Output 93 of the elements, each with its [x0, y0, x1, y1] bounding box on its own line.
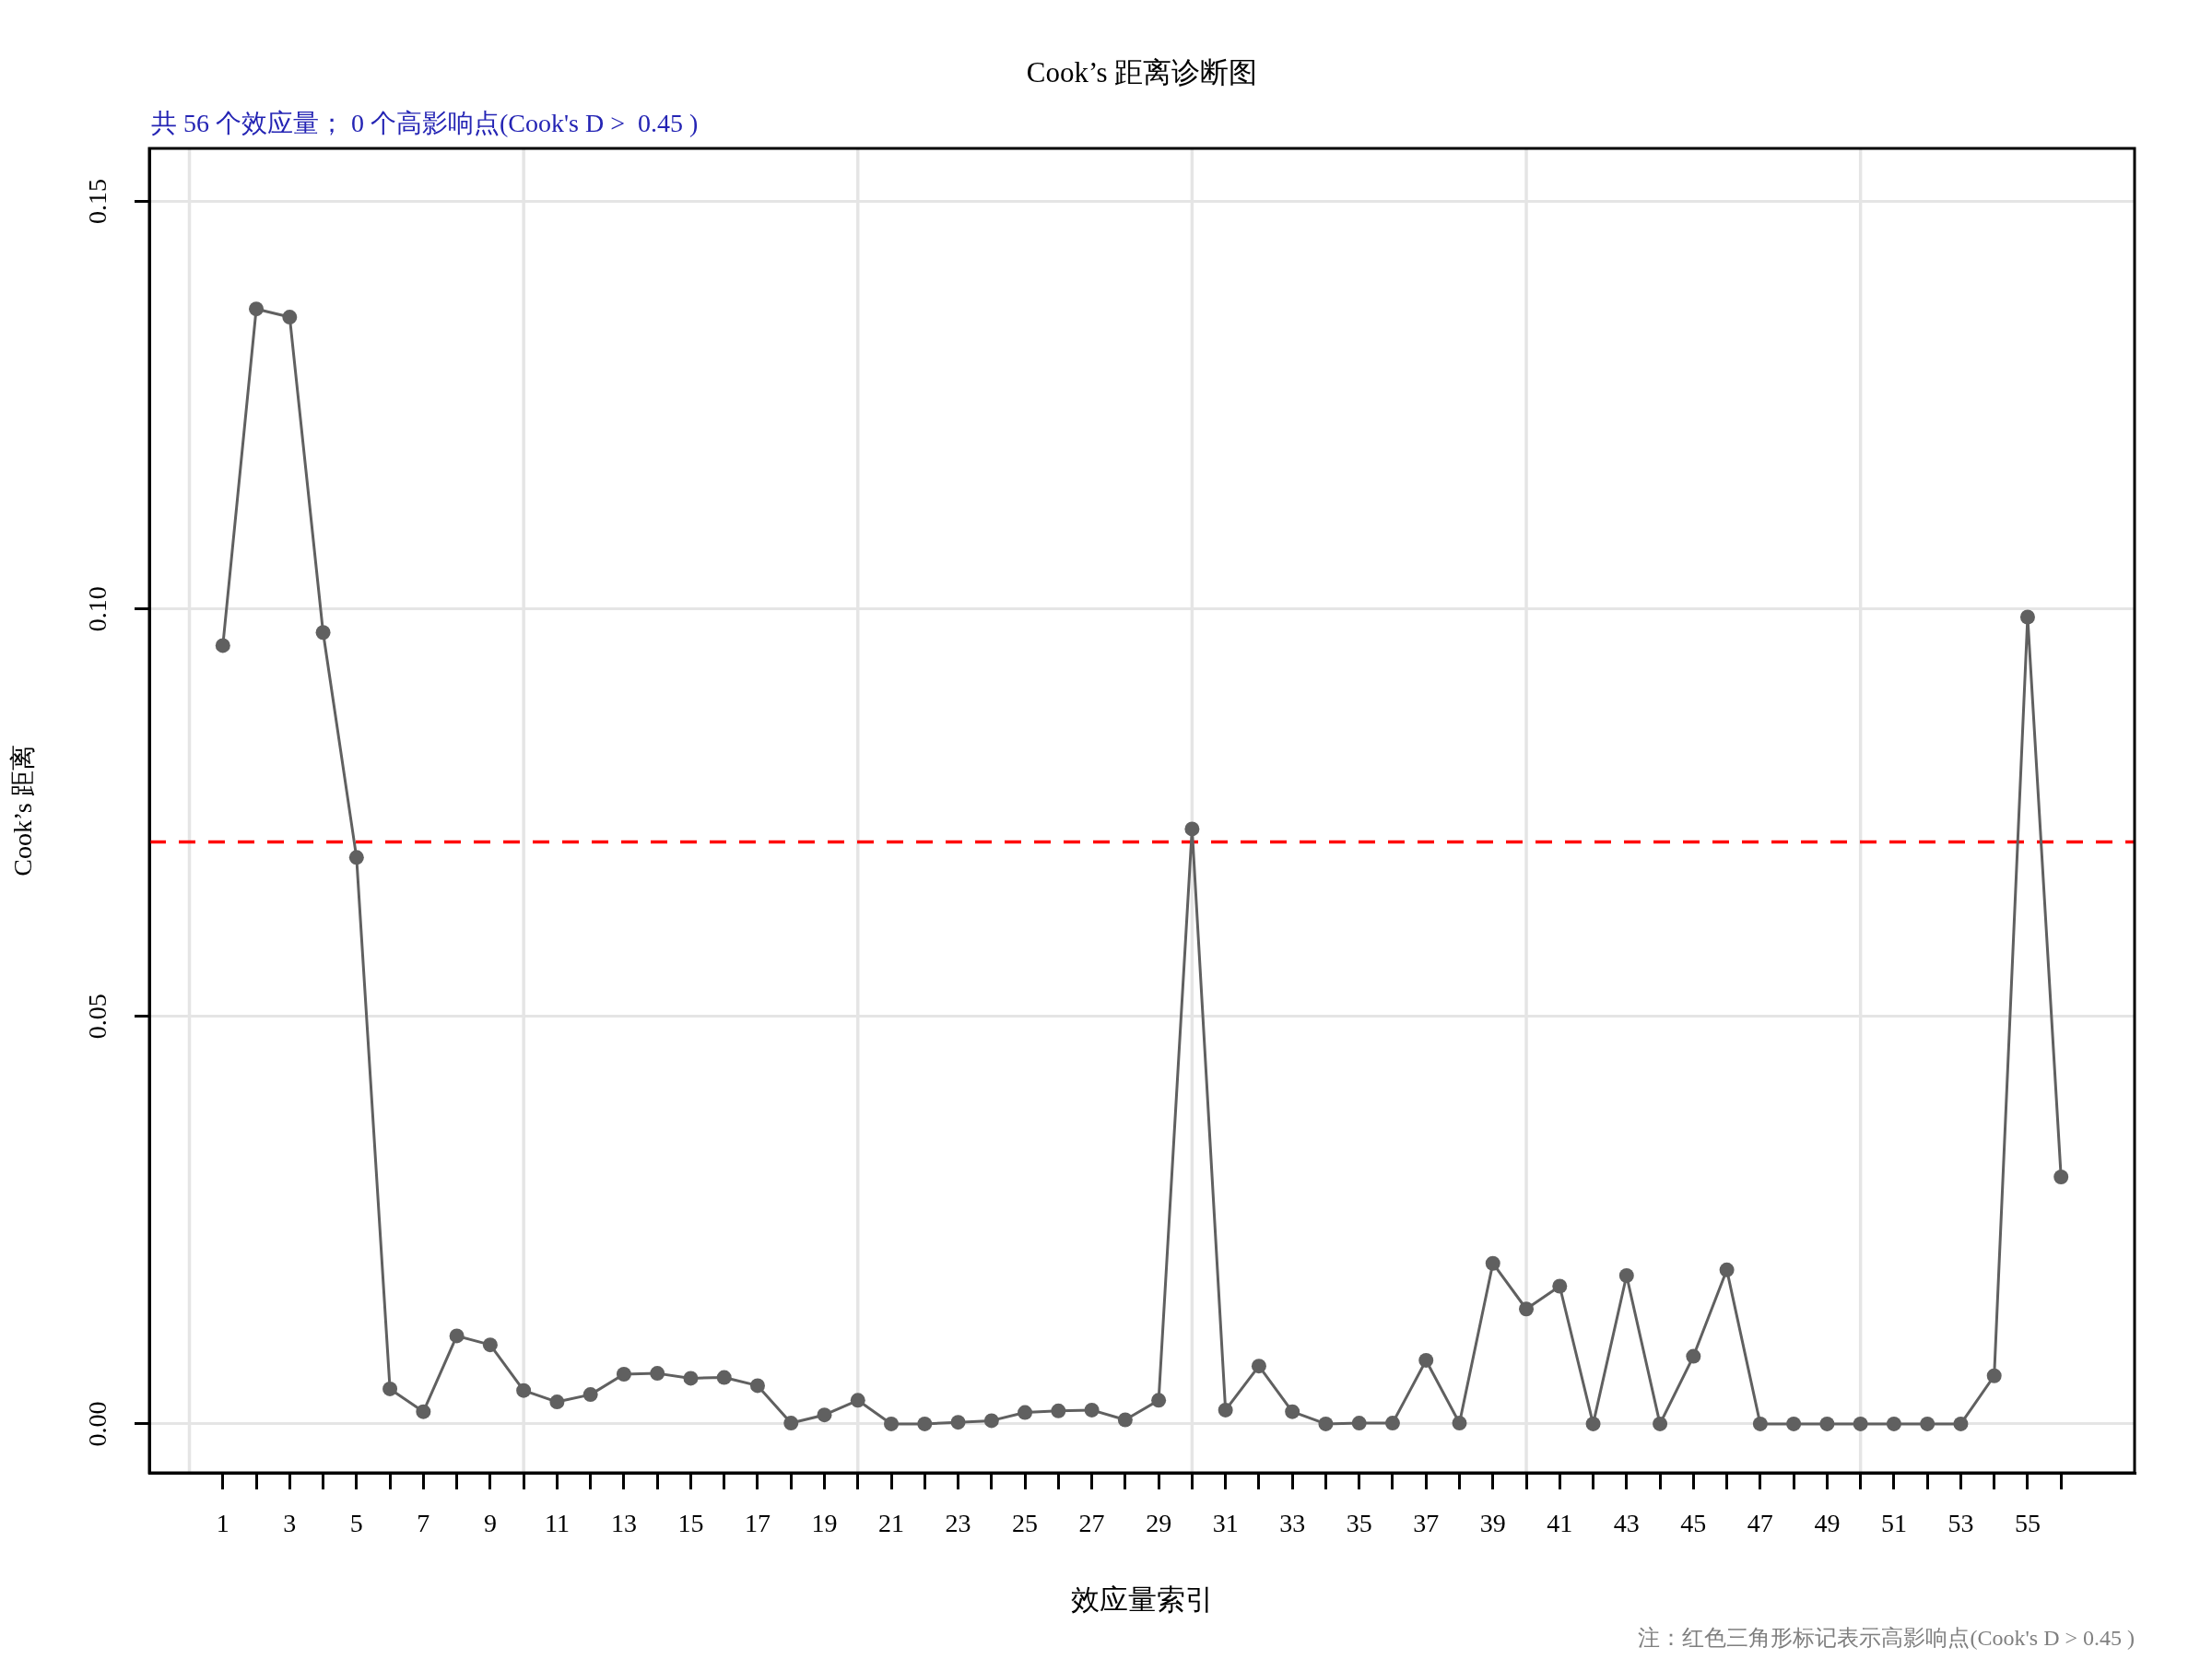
point — [884, 1416, 900, 1431]
x-tick-label: 1 — [216, 1509, 229, 1538]
x-tick-label: 33 — [1279, 1509, 1306, 1538]
point — [1251, 1359, 1266, 1374]
x-tick-label: 47 — [1747, 1509, 1773, 1538]
x-tick-label: 37 — [1413, 1509, 1440, 1538]
point — [1418, 1352, 1434, 1368]
point — [783, 1416, 799, 1431]
point — [2053, 1170, 2069, 1184]
point — [1853, 1416, 1868, 1431]
x-tick-label: 5 — [349, 1509, 363, 1538]
point — [1218, 1402, 1233, 1418]
point — [616, 1367, 631, 1382]
point — [716, 1370, 732, 1385]
y-tick-label: 0.00 — [82, 1401, 112, 1447]
point — [549, 1394, 565, 1410]
point — [2019, 609, 2035, 625]
point — [282, 310, 298, 325]
x-tick-label: 17 — [744, 1509, 771, 1538]
x-tick-label: 31 — [1212, 1509, 1239, 1538]
point — [1117, 1412, 1133, 1428]
point — [1585, 1416, 1601, 1431]
x-tick-label: 11 — [544, 1509, 570, 1538]
point — [650, 1366, 665, 1382]
x-tick-label: 51 — [1880, 1509, 1907, 1538]
point — [1084, 1402, 1100, 1418]
point — [1653, 1416, 1668, 1431]
point — [1886, 1416, 1901, 1431]
point — [1018, 1405, 1033, 1420]
x-tick-label: 21 — [878, 1509, 905, 1538]
point — [1184, 821, 1200, 837]
point — [1519, 1301, 1535, 1317]
x-tick-label: 49 — [1814, 1509, 1841, 1538]
x-tick-label: 39 — [1479, 1509, 1506, 1538]
x-tick-label: 9 — [483, 1509, 497, 1538]
point — [850, 1393, 865, 1408]
point — [1618, 1268, 1634, 1283]
point — [1752, 1416, 1768, 1431]
point — [416, 1404, 431, 1419]
point — [983, 1413, 999, 1429]
point — [1719, 1262, 1735, 1277]
y-tick-label: 0.05 — [82, 994, 112, 1040]
x-tick-label: 29 — [1146, 1509, 1172, 1538]
text: 注：红色三角形标记表示高影响点(Cook's D > 0.45 ) — [1638, 1626, 2135, 1651]
point — [215, 638, 230, 653]
x-tick-label: 19 — [811, 1509, 838, 1538]
x-tick-label: 41 — [1547, 1509, 1573, 1538]
x-tick-label: 15 — [677, 1509, 704, 1538]
point — [950, 1415, 966, 1430]
point — [1786, 1416, 1802, 1431]
x-tick-label: 7 — [417, 1509, 430, 1538]
x-tick-label: 45 — [1680, 1509, 1707, 1538]
y-axis-title: Cook’s 距离 — [8, 745, 38, 877]
x-tick-label: 3 — [283, 1509, 297, 1538]
point — [1686, 1348, 1701, 1364]
point — [382, 1381, 398, 1396]
y-tick-label: 0.10 — [82, 586, 112, 632]
x-tick-label: 55 — [2014, 1509, 2041, 1538]
point — [348, 850, 364, 865]
x-tick-label: 13 — [610, 1509, 637, 1538]
x-tick-label: 23 — [945, 1509, 971, 1538]
point — [1384, 1416, 1400, 1431]
point — [1351, 1416, 1367, 1431]
point — [817, 1407, 832, 1423]
point — [917, 1416, 933, 1431]
x-tick-label: 27 — [1078, 1509, 1105, 1538]
point — [1552, 1278, 1568, 1294]
point — [516, 1382, 532, 1398]
x-tick-label: 25 — [1012, 1509, 1039, 1538]
point — [1986, 1368, 2002, 1383]
x-tick-label: 35 — [1346, 1509, 1372, 1538]
x-tick-label: 43 — [1613, 1509, 1640, 1538]
point — [1485, 1255, 1500, 1271]
point — [683, 1371, 699, 1386]
point — [1051, 1403, 1066, 1418]
point — [1920, 1416, 1936, 1431]
point — [1285, 1404, 1300, 1419]
point — [249, 301, 265, 317]
chart-title: Cook’s 距离诊断图 — [1026, 56, 1258, 89]
point — [315, 625, 331, 641]
point — [582, 1387, 598, 1403]
point — [482, 1337, 498, 1353]
point — [1318, 1416, 1334, 1431]
point — [749, 1378, 765, 1394]
point — [1953, 1416, 1969, 1431]
point — [1452, 1416, 1467, 1431]
point — [449, 1328, 465, 1344]
x-axis-title: 效应量索引 — [1070, 1583, 1214, 1616]
point — [1151, 1393, 1167, 1408]
point — [1819, 1416, 1835, 1431]
x-tick-label: 53 — [1947, 1509, 1974, 1538]
y-tick-label: 0.15 — [82, 178, 112, 224]
chart-subtitle: 共 56 个效应量； 0 个高影响点(Cook's D > 0.45 ) — [151, 109, 699, 138]
